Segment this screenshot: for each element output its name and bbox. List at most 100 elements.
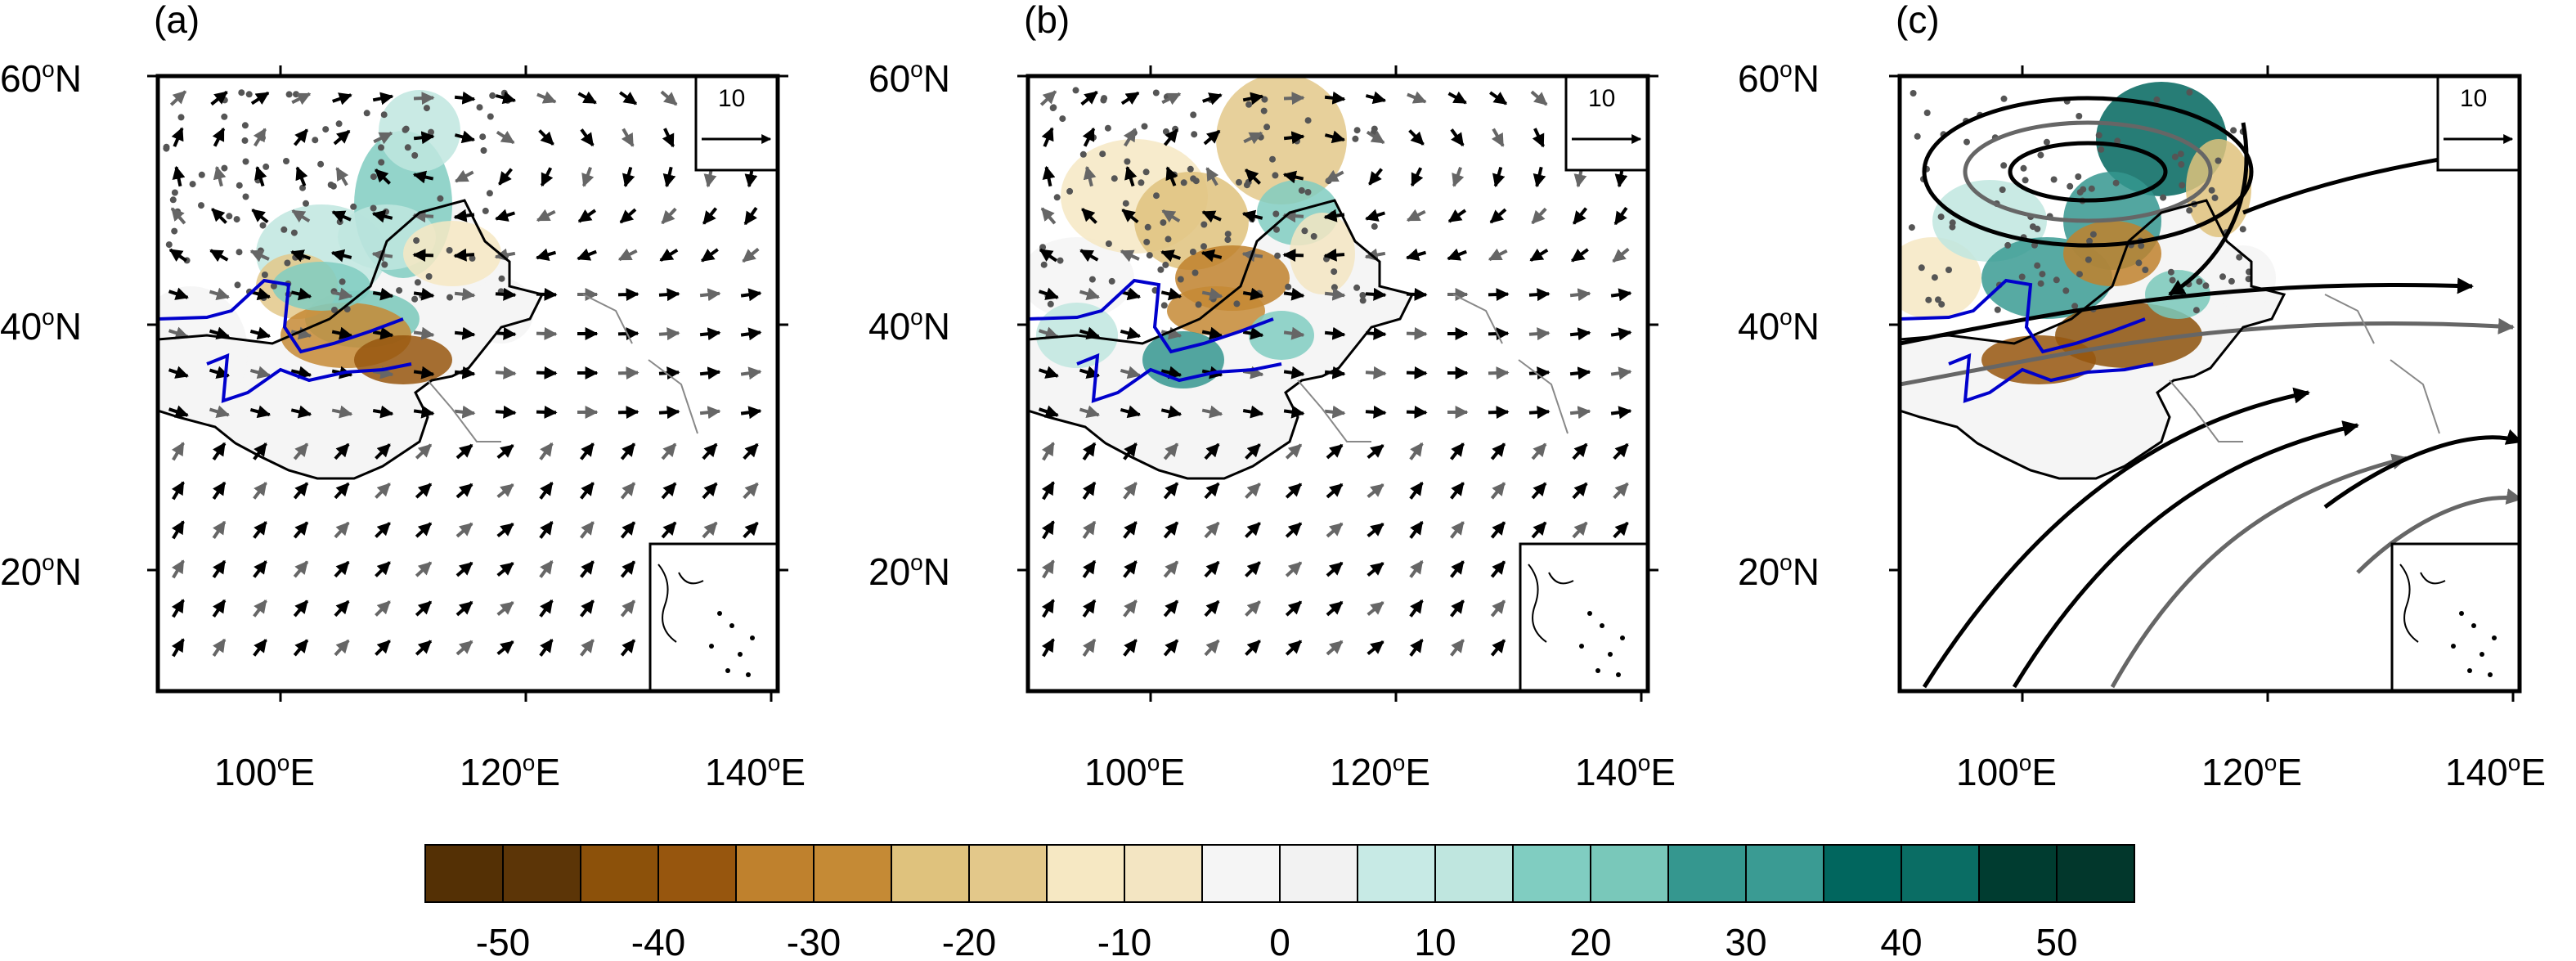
- lat-labels: 60oN 40oN 20oN: [0, 56, 82, 593]
- tick-marks: [1889, 65, 2515, 702]
- svg-text:140oE: 140oE: [1575, 750, 1676, 793]
- colorbar-labels: -50 -40 -30 -20 -10 0 10 20 30 40 50: [476, 921, 2078, 961]
- reference-vector-label: 10: [1588, 85, 1615, 112]
- china-border: [1028, 199, 1415, 480]
- svg-text:140oE: 140oE: [2445, 750, 2546, 793]
- colorbar-box: [1590, 844, 1669, 903]
- panel-a: (a) 10: [0, 0, 806, 793]
- precip-shading: [158, 90, 542, 478]
- yangtze-river: [206, 353, 412, 403]
- svg-text:120oE: 120oE: [1330, 750, 1430, 793]
- coastline: [427, 294, 698, 442]
- colorbar-box: [657, 844, 737, 903]
- colorbar-label: 20: [1569, 921, 1611, 961]
- colorbar-label: -20: [942, 921, 996, 961]
- china-border: [158, 199, 545, 480]
- colorbar-box: [1124, 844, 1203, 903]
- colorbar-box: [502, 844, 581, 903]
- map-area: 10: [158, 76, 778, 691]
- reference-vector-label: 10: [2460, 85, 2487, 112]
- map-area: 10: [1028, 76, 1648, 691]
- wind-vectors: [168, 89, 762, 658]
- colorbar-box: [1201, 844, 1281, 903]
- colorbar-box: [968, 844, 1048, 903]
- colorbar-label: 50: [2035, 921, 2077, 961]
- reference-vector-box: 10: [694, 76, 778, 172]
- reference-vector-label: 10: [718, 85, 745, 112]
- reference-vector-box: 10: [2436, 76, 2520, 172]
- svg-text:60oN: 60oN: [0, 56, 82, 100]
- colorbar-box: [1901, 844, 1980, 903]
- svg-text:20oN: 20oN: [0, 550, 82, 593]
- colorbar-label: -30: [787, 921, 841, 961]
- colorbar-box: [1823, 844, 1902, 903]
- colorbar-label: -50: [476, 921, 530, 961]
- lon-labels: 100oE 120oE 140oE: [1956, 750, 2546, 793]
- svg-text:40oN: 40oN: [868, 304, 950, 348]
- colorbar-label: -40: [631, 921, 685, 961]
- svg-text:120oE: 120oE: [2201, 750, 2302, 793]
- yangtze-river: [1076, 353, 1282, 403]
- south-china-sea-inset: [1519, 542, 1648, 691]
- colorbar-label: 30: [1725, 921, 1766, 961]
- panel-b: (b) 10: [868, 0, 1676, 793]
- coastline: [1297, 294, 1568, 442]
- lat-labels: 60oN 40oN 20oN: [868, 56, 950, 593]
- lon-labels: 100oE 120oE 140oE: [1084, 750, 1676, 793]
- yangtze-river: [1948, 353, 2154, 403]
- tick-marks: [147, 65, 788, 702]
- colorbar-box: [424, 844, 504, 903]
- lon-labels: 100oE 120oE 140oE: [214, 750, 806, 793]
- colorbar-box: [1357, 844, 1436, 903]
- svg-text:20oN: 20oN: [868, 550, 950, 593]
- colorbar-box: [1279, 844, 1358, 903]
- svg-text:100oE: 100oE: [1956, 750, 2057, 793]
- yellow-river: [158, 278, 404, 354]
- colorbar: -50 -40 -30 -20 -10 0 10 20 30 40 50: [424, 844, 2135, 961]
- colorbar-box: [1046, 844, 1125, 903]
- map-frame: [1025, 74, 1650, 694]
- reference-vector-box: 10: [1564, 76, 1648, 172]
- panel-label: (c): [1896, 0, 1940, 41]
- panel-label: (b): [1024, 0, 1070, 41]
- map-frame: [155, 74, 780, 694]
- china-border: [1900, 199, 2287, 480]
- colorbar-label: 0: [1269, 921, 1290, 961]
- svg-text:60oN: 60oN: [868, 56, 950, 100]
- colorbar-label: -10: [1097, 921, 1151, 961]
- colorbar-box: [1434, 844, 1514, 903]
- svg-text:40oN: 40oN: [1738, 304, 1820, 348]
- south-china-sea-inset: [648, 542, 778, 691]
- colorbar-boxes: [424, 844, 2135, 903]
- colorbar-box: [1745, 844, 1824, 903]
- yellow-river: [1028, 278, 1274, 354]
- map-area: 10: [1900, 76, 2520, 691]
- svg-text:60oN: 60oN: [1738, 56, 1820, 100]
- south-china-sea-inset: [2390, 542, 2520, 691]
- panel-c: (c) 10 60oN: [1738, 0, 2546, 793]
- coastline: [2169, 294, 2440, 442]
- colorbar-box: [735, 844, 815, 903]
- colorbar-box: [813, 844, 892, 903]
- panel-label: (a): [154, 0, 200, 41]
- colorbar-box: [580, 844, 659, 903]
- colorbar-label: 10: [1414, 921, 1456, 961]
- colorbar-box: [2056, 844, 2135, 903]
- svg-text:100oE: 100oE: [1084, 750, 1185, 793]
- streamlines: [1900, 96, 2520, 689]
- colorbar-box: [891, 844, 970, 903]
- svg-text:40oN: 40oN: [0, 304, 82, 348]
- wind-vectors: [1038, 89, 1632, 658]
- svg-text:100oE: 100oE: [214, 750, 315, 793]
- svg-text:20oN: 20oN: [1738, 550, 1820, 593]
- colorbar-box: [1667, 844, 1747, 903]
- lat-labels: 60oN 40oN 20oN: [1738, 56, 1820, 593]
- colorbar-box: [1978, 844, 2058, 903]
- tick-marks: [1017, 65, 1658, 702]
- colorbar-box: [1512, 844, 1591, 903]
- svg-text:140oE: 140oE: [705, 750, 806, 793]
- yellow-river: [1900, 278, 2146, 354]
- colorbar-label: 40: [1880, 921, 1922, 961]
- svg-text:120oE: 120oE: [460, 750, 560, 793]
